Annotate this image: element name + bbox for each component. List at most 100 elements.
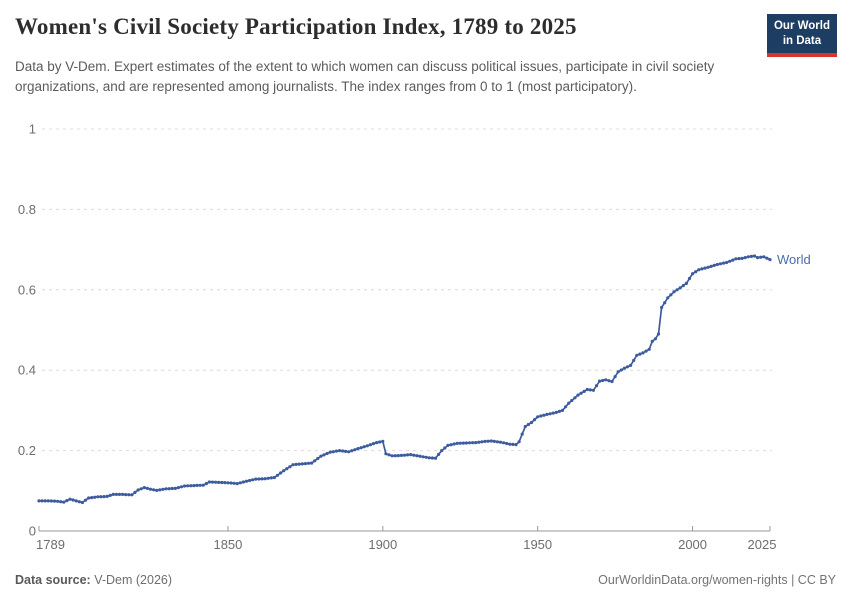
data-point-marker[interactable] [52,499,57,503]
data-point-marker[interactable] [263,477,267,481]
data-point-marker[interactable] [83,498,88,502]
data-point-marker[interactable] [142,486,146,490]
data-point-marker[interactable] [684,281,689,285]
data-point-marker[interactable] [740,256,744,260]
data-point-marker[interactable] [371,442,376,446]
data-point-marker[interactable] [644,349,648,353]
data-point-marker[interactable] [638,352,642,356]
data-point-marker[interactable] [111,492,115,496]
data-point-marker[interactable] [353,448,357,452]
data-point-marker[interactable] [601,378,605,383]
data-point-marker[interactable] [322,453,326,457]
data-point-marker[interactable] [427,456,431,460]
data-point-marker[interactable] [731,258,735,262]
data-point-marker[interactable] [573,396,577,400]
data-point-marker[interactable] [46,499,50,503]
data-point-marker[interactable] [124,493,128,497]
data-point-marker[interactable] [533,418,537,422]
data-point-marker[interactable] [186,484,190,488]
data-point-marker[interactable] [452,442,456,446]
data-point-marker[interactable] [675,288,679,292]
data-point-marker[interactable] [653,337,658,341]
data-point-marker[interactable] [607,379,611,383]
data-point-marker[interactable] [399,453,403,457]
data-point-marker[interactable] [433,456,438,460]
data-point-marker[interactable] [539,414,543,418]
data-point-marker[interactable] [179,485,184,489]
data-point-marker[interactable] [418,454,422,458]
data-point-marker[interactable] [557,409,562,413]
data-point-marker[interactable] [656,332,661,336]
data-point-marker[interactable] [529,420,534,425]
data-point-marker[interactable] [96,495,100,499]
data-point-marker[interactable] [622,366,627,370]
data-point-marker[interactable] [517,440,521,444]
data-point-marker[interactable] [641,351,645,355]
data-point-marker[interactable] [139,487,143,491]
data-point-marker[interactable] [545,412,549,416]
data-point-marker[interactable] [155,488,159,492]
data-point-marker[interactable] [582,389,586,393]
owid-logo[interactable]: Our World in Data [766,14,837,57]
data-point-marker[interactable] [430,456,434,460]
data-point-marker[interactable] [117,492,122,496]
data-point-marker[interactable] [579,391,583,395]
data-point-marker[interactable] [148,487,153,491]
data-point-marker[interactable] [647,347,651,351]
data-point-marker[interactable] [114,492,118,496]
data-point-marker[interactable] [437,452,441,456]
data-point-marker[interactable] [591,388,596,392]
data-point-marker[interactable] [594,384,599,388]
data-point-marker[interactable] [381,439,385,443]
data-point-marker[interactable] [505,441,509,446]
data-point-marker[interactable] [554,410,558,414]
data-point-marker[interactable] [220,480,224,485]
data-point-marker[interactable] [585,387,589,392]
data-point-marker[interactable] [285,467,289,471]
data-point-marker[interactable] [121,492,125,496]
data-point-marker[interactable] [254,477,258,481]
data-point-marker[interactable] [520,432,524,436]
data-point-marker[interactable] [297,462,301,466]
data-point-marker[interactable] [514,443,518,447]
data-point-marker[interactable] [471,441,475,445]
data-point-marker[interactable] [560,408,565,412]
data-point-marker[interactable] [564,405,568,409]
world-line-series[interactable] [38,255,771,504]
data-point-marker[interactable] [489,439,493,443]
data-point-marker[interactable] [108,493,112,497]
data-point-marker[interactable] [443,446,447,450]
data-point-marker[interactable] [294,462,298,466]
data-point-marker[interactable] [691,272,695,276]
data-point-marker[interactable] [136,488,140,492]
data-point-marker[interactable] [189,484,193,488]
data-point-marker[interactable] [598,379,602,383]
data-point-marker[interactable] [331,450,335,454]
data-point-marker[interactable] [207,480,211,484]
data-point-marker[interactable] [260,477,264,481]
data-point-marker[interactable] [337,449,342,453]
data-point-marker[interactable] [461,441,465,445]
data-point-marker[interactable] [721,261,726,265]
data-point-marker[interactable] [765,256,769,260]
data-point-marker[interactable] [288,465,292,469]
data-point-marker[interactable] [570,398,574,403]
data-point-marker[interactable] [743,256,747,260]
data-point-marker[interactable] [486,439,490,443]
data-point-marker[interactable] [728,259,732,263]
data-point-marker[interactable] [80,500,84,505]
data-point-marker[interactable] [409,453,413,457]
data-point-marker[interactable] [93,495,97,499]
data-point-marker[interactable] [195,483,199,487]
data-point-marker[interactable] [127,493,131,497]
data-point-marker[interactable] [62,500,66,504]
data-point-marker[interactable] [275,473,280,477]
data-point-marker[interactable] [749,254,754,258]
data-point-marker[interactable] [145,486,149,490]
data-point-marker[interactable] [176,486,180,490]
data-point-marker[interactable] [341,449,345,453]
data-point-marker[interactable] [406,453,410,457]
data-point-marker[interactable] [616,370,620,374]
data-point-marker[interactable] [474,441,478,445]
data-point-marker[interactable] [725,260,729,265]
